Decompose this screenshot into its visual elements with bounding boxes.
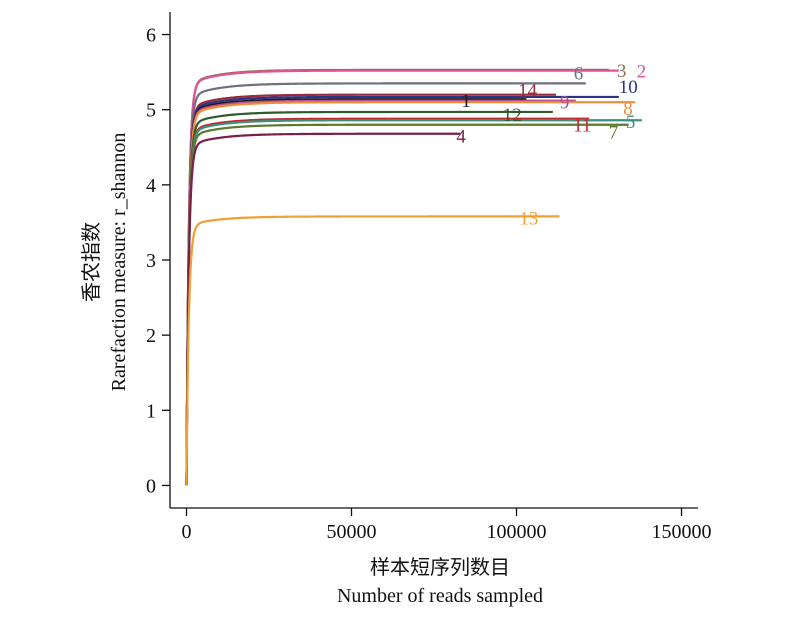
series-label-7: 7 bbox=[609, 123, 619, 144]
series-line-12 bbox=[185, 110, 553, 486]
series-line-13 bbox=[185, 215, 560, 486]
x-tick-label: 100000 bbox=[487, 521, 547, 543]
series-label-4: 4 bbox=[456, 127, 466, 148]
series-line-6 bbox=[185, 82, 586, 486]
series-label-9: 9 bbox=[560, 93, 570, 114]
series-line-5 bbox=[185, 119, 642, 486]
series-label-2: 2 bbox=[637, 62, 647, 83]
series-label-1: 1 bbox=[461, 91, 471, 112]
y-ticks: 0 1 2 3 4 5 6 bbox=[146, 25, 170, 497]
series-line-14 bbox=[185, 93, 557, 486]
series-line-3 bbox=[185, 68, 609, 486]
series-label-13: 13 bbox=[519, 208, 538, 229]
y-tick-label: 2 bbox=[146, 325, 156, 347]
y-tick-label: 6 bbox=[146, 25, 156, 47]
series-line-9 bbox=[185, 99, 576, 486]
x-axis-title-en: Number of reads sampled bbox=[337, 585, 543, 607]
series-label-5: 5 bbox=[626, 112, 636, 133]
series-label-10: 10 bbox=[619, 77, 638, 98]
y-tick-label: 3 bbox=[146, 250, 156, 272]
series-label-11: 11 bbox=[573, 116, 591, 137]
y-axis-title-en: Rarefaction measure: r_shannon bbox=[108, 133, 130, 392]
series-label-6: 6 bbox=[574, 63, 584, 84]
series-label-8: 8 bbox=[623, 99, 633, 120]
y-tick-label: 1 bbox=[146, 400, 156, 422]
y-tick-label: 5 bbox=[146, 100, 156, 122]
x-axis-title-cn: 样本短序列数目 bbox=[370, 556, 510, 579]
series-line-11 bbox=[185, 117, 590, 486]
series-label-12: 12 bbox=[503, 105, 522, 126]
x-tick-label: 150000 bbox=[652, 521, 712, 543]
series-label-3: 3 bbox=[617, 61, 627, 82]
series-line-2 bbox=[185, 69, 619, 486]
y-tick-label: 4 bbox=[146, 175, 156, 197]
y-axis-title-cn: 香农指数 bbox=[80, 222, 103, 302]
x-tick-label: 50000 bbox=[327, 521, 377, 543]
series-line-10 bbox=[185, 95, 619, 486]
series-line-7 bbox=[185, 123, 629, 486]
y-tick-label: 0 bbox=[146, 475, 156, 497]
series-label-14: 14 bbox=[518, 81, 538, 102]
series-labels: 3 2 6 14 10 1 9 8 12 11 57 4 13 bbox=[456, 61, 646, 230]
series-line-4 bbox=[185, 132, 461, 486]
series-lines bbox=[185, 68, 642, 486]
x-ticks: 0 50000 100000 150000 bbox=[182, 508, 712, 543]
series-line-1 bbox=[185, 98, 527, 486]
x-tick-label: 0 bbox=[182, 521, 192, 543]
series-line-8 bbox=[185, 101, 636, 486]
